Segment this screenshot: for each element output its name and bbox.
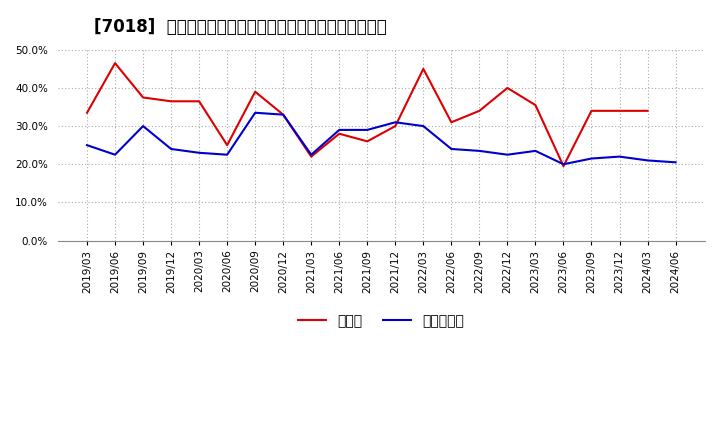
有利子負債 xyxy=(83,143,91,148)
現預金 xyxy=(167,99,176,104)
現預金 xyxy=(419,66,428,72)
現預金 xyxy=(335,131,343,136)
有利子負債 xyxy=(503,152,512,158)
現預金 xyxy=(475,108,484,114)
現預金 xyxy=(531,103,540,108)
現預金 xyxy=(195,99,204,104)
有利子負債 xyxy=(167,147,176,152)
現預金 xyxy=(391,124,400,129)
現預金 xyxy=(111,61,120,66)
現預金 xyxy=(559,164,568,169)
有利子負債 xyxy=(559,161,568,167)
有利子負債 xyxy=(222,152,231,158)
現預金 xyxy=(643,108,652,114)
現預金 xyxy=(363,139,372,144)
Line: 有利子負債: 有利子負債 xyxy=(87,113,675,164)
有利子負債 xyxy=(475,148,484,154)
有利子負債 xyxy=(391,120,400,125)
有利子負債 xyxy=(195,150,204,155)
Legend: 現預金, 有利子負債: 現預金, 有利子負債 xyxy=(293,308,469,334)
有利子負債 xyxy=(615,154,624,159)
有利子負債 xyxy=(363,127,372,132)
現預金 xyxy=(251,89,259,95)
現預金 xyxy=(279,112,287,117)
有利子負債 xyxy=(531,148,540,154)
有利子負債 xyxy=(643,158,652,163)
現預金 xyxy=(588,108,596,114)
現預金 xyxy=(139,95,148,100)
現預金 xyxy=(615,108,624,114)
有利子負債 xyxy=(111,152,120,158)
有利子負債 xyxy=(335,127,343,132)
有利子負債 xyxy=(139,124,148,129)
現預金 xyxy=(307,154,315,159)
有利子負債 xyxy=(671,160,680,165)
Line: 現預金: 現預金 xyxy=(87,63,647,166)
有利子負債 xyxy=(279,112,287,117)
現預金 xyxy=(447,120,456,125)
有利子負債 xyxy=(307,152,315,158)
有利子負債 xyxy=(588,156,596,161)
現預金 xyxy=(222,143,231,148)
Text: [7018]  現預金、有利子負債の総資産に対する比率の推移: [7018] 現預金、有利子負債の総資産に対する比率の推移 xyxy=(94,18,387,36)
有利子負債 xyxy=(419,124,428,129)
有利子負債 xyxy=(251,110,259,115)
現預金 xyxy=(83,110,91,115)
現預金 xyxy=(503,85,512,91)
有利子負債 xyxy=(447,147,456,152)
